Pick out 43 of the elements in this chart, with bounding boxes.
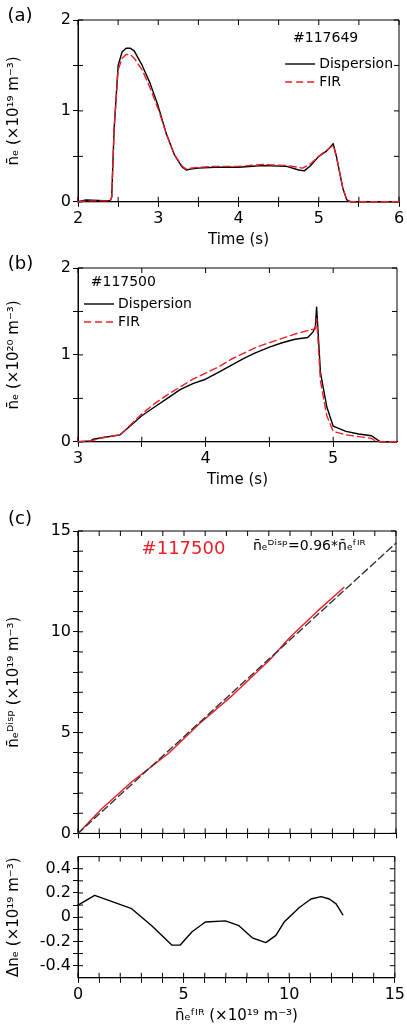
x-tick-label: 10 bbox=[279, 983, 300, 1003]
y-axis-title: n̄ₑ (×10¹⁹ m⁻³) bbox=[3, 56, 22, 166]
y-tick-label: 1 bbox=[60, 100, 71, 120]
annotation: #117649 bbox=[293, 28, 359, 45]
legend-label: FIR bbox=[118, 312, 141, 329]
y-tick-label: 1 bbox=[60, 344, 71, 364]
x-tick-label: 5 bbox=[328, 447, 339, 467]
x-tick-label: 6 bbox=[393, 207, 405, 227]
y-tick-label: 10 bbox=[50, 620, 71, 640]
y-tick-label: 5 bbox=[60, 721, 71, 741]
y-tick-label: 0.4 bbox=[45, 857, 71, 877]
x-axis-title: Time (s) bbox=[207, 229, 269, 248]
text: (c) bbox=[8, 506, 32, 528]
x-tick-label: 5 bbox=[178, 983, 189, 1003]
y-tick-label: 0 bbox=[60, 430, 71, 450]
y-axis-title: n̄ₑ (×10²⁰ m⁻³) bbox=[3, 300, 22, 410]
annotation: #117500 bbox=[141, 536, 226, 558]
x-tick-label: 3 bbox=[153, 207, 164, 227]
text: (b) bbox=[7, 252, 34, 274]
y-axis-title: Δnₑ (×10¹⁹ m⁻³) bbox=[3, 857, 22, 977]
annotation: #117500 bbox=[90, 272, 156, 289]
legend-label: FIR bbox=[319, 72, 342, 89]
y-axis-title: n̄ₑᴰⁱˢᵖ (×10¹⁹ m⁻³) bbox=[3, 616, 22, 748]
annotation: n̄ₑᴰⁱˢᵖ=0.96*n̄ₑᶠᴵᴿ bbox=[252, 536, 366, 553]
x-axis-title: n̄ₑᶠᴵᴿ (×10¹⁹ m⁻³) bbox=[174, 1005, 298, 1024]
y-tick-label: 0.2 bbox=[45, 882, 71, 902]
y-tick-label: 15 bbox=[50, 520, 71, 540]
y-tick-label: -0.4 bbox=[39, 954, 71, 974]
x-tick-label: 3 bbox=[72, 447, 84, 467]
y-tick-label: 2 bbox=[60, 257, 71, 277]
y-tick-label: -0.2 bbox=[39, 930, 71, 950]
x-tick-label: 4 bbox=[233, 207, 244, 227]
legend-label: Dispersion bbox=[319, 54, 393, 71]
y-tick-label: 0 bbox=[60, 190, 71, 210]
y-tick-label: 0 bbox=[60, 906, 71, 926]
y-tick-label: 0 bbox=[60, 822, 71, 842]
y-tick-label: 2 bbox=[60, 9, 71, 29]
legend-label: Dispersion bbox=[118, 294, 192, 311]
x-tick-label: 4 bbox=[200, 447, 211, 467]
x-axis-title: Time (s) bbox=[206, 469, 268, 488]
x-tick-label: 15 bbox=[384, 983, 405, 1003]
x-tick-label: 5 bbox=[313, 207, 324, 227]
text: (a) bbox=[7, 4, 33, 26]
